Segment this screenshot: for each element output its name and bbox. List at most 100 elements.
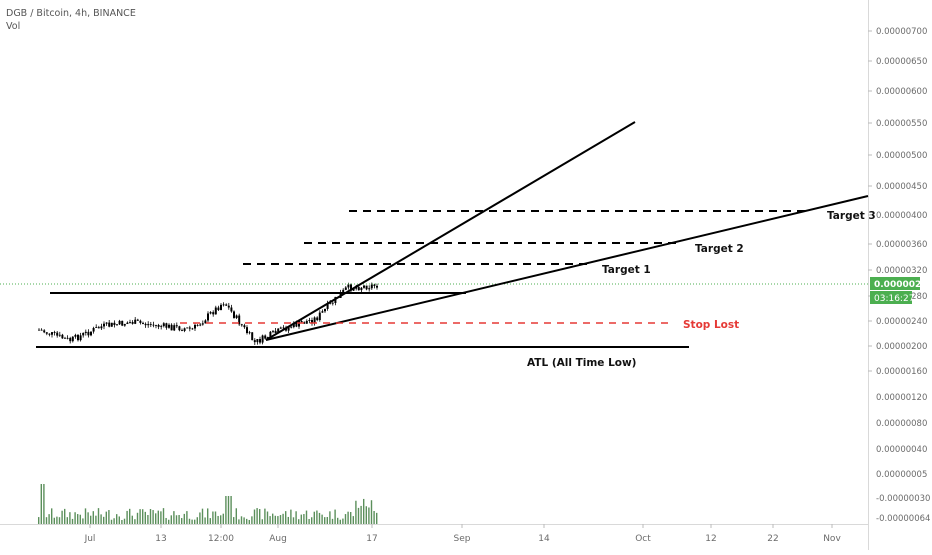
candle-body (58, 334, 61, 336)
volume-bar (82, 518, 84, 524)
candle-body (103, 323, 105, 327)
time-tick-label: 17 (366, 534, 377, 544)
volume-bar (295, 511, 297, 524)
candle-body (61, 334, 64, 339)
volume-bar (274, 515, 276, 524)
volume-bar (287, 516, 289, 524)
price-tick-label: 0.00000200 (876, 342, 927, 352)
volume-bar (168, 519, 170, 524)
candle-body (116, 324, 118, 326)
volume-bar (285, 511, 287, 524)
time-tick-label: Aug (269, 534, 287, 544)
volume-bar (139, 509, 141, 524)
target-2-label: Target 2 (695, 243, 744, 255)
candle-body (40, 329, 43, 331)
volume-bar (74, 512, 76, 524)
volume-bar (79, 514, 81, 524)
candle-body (313, 317, 316, 323)
volume-bar (181, 518, 183, 524)
price-tick-label: 0.00000650 (876, 57, 927, 67)
candle-body (87, 331, 90, 336)
candle-body (45, 332, 48, 334)
shallow-trend-line (265, 195, 869, 341)
volume-bar (251, 516, 253, 524)
time-tick-label: Nov (823, 534, 841, 544)
candle-body (261, 335, 264, 343)
volume-bar (97, 508, 100, 524)
candle-body (217, 307, 220, 311)
volume-tick-label: -0.00000064 (876, 514, 930, 524)
volume-tick-label: 0.00000040 (876, 445, 927, 455)
volume-bar (222, 513, 224, 524)
volume-bar (186, 511, 188, 524)
candle-body (108, 322, 111, 327)
candle-body (225, 304, 228, 306)
candle-body (308, 320, 311, 321)
candle-body (142, 322, 144, 324)
volume-bar (69, 512, 71, 524)
candle-body (209, 312, 212, 314)
volume-bar (331, 518, 334, 524)
volume-bar (77, 514, 79, 524)
volume-bar (121, 519, 123, 524)
volume-bar (144, 511, 146, 524)
volume-bar (311, 517, 313, 524)
price-tick-label: 0.00000500 (876, 151, 927, 161)
candle-body (48, 333, 51, 335)
volume-tick-label: 0.00000005 (876, 470, 927, 480)
volume-bar (360, 505, 362, 524)
volume-bar (64, 508, 66, 524)
volume-bar (129, 508, 131, 524)
candle-body (344, 287, 347, 290)
volume-bar (344, 514, 347, 524)
volume-bar (183, 513, 185, 524)
volume-bar (329, 511, 331, 524)
candle-body (360, 287, 363, 291)
volume-bar (194, 519, 196, 524)
candle-body (123, 324, 126, 326)
volume-bar (303, 514, 305, 524)
candle-body (126, 322, 129, 325)
candle-body (246, 327, 248, 334)
candle-body (121, 320, 124, 326)
candle-body (269, 331, 272, 338)
time-tick-label: 22 (767, 534, 778, 544)
volume-bar (56, 516, 58, 524)
candle-body (139, 320, 142, 323)
volume-bar (321, 514, 323, 524)
volume-bar (173, 511, 175, 524)
candle-body (201, 323, 204, 325)
volume-bar (282, 513, 284, 524)
steep-trend-line (265, 121, 636, 341)
volume-bar (266, 511, 269, 524)
stop-loss-label: Stop Lost (683, 319, 739, 331)
time-tick-label: 12:00 (208, 534, 234, 544)
volume-bar (277, 516, 279, 524)
volume-bar (373, 510, 375, 524)
volume-bar (365, 506, 367, 524)
volume-tick-label: 0.00000080 (876, 419, 927, 429)
price-tick-label: 0.00000360 (876, 240, 927, 250)
volume-bar (188, 518, 191, 524)
candle-body (357, 287, 360, 291)
volume-bar (350, 512, 352, 524)
candle-body (53, 332, 56, 333)
volume-bar (316, 510, 318, 524)
price-tag-value: 0.00000296 (874, 280, 932, 290)
volume-bar (170, 515, 172, 524)
time-tick-label: Sep (454, 534, 471, 544)
candle-body (311, 320, 313, 323)
volume-bar (95, 515, 97, 524)
candle-body (188, 327, 191, 329)
volume-bar (199, 512, 201, 524)
candle-body (222, 304, 225, 306)
volume-bar (240, 516, 243, 524)
volume-bar (370, 500, 373, 524)
volume-bar (149, 509, 152, 524)
volume-bar (84, 508, 87, 524)
volume-bar (113, 518, 115, 524)
candle-body (199, 324, 202, 326)
candle-body (56, 332, 59, 336)
candle-body (110, 322, 113, 327)
